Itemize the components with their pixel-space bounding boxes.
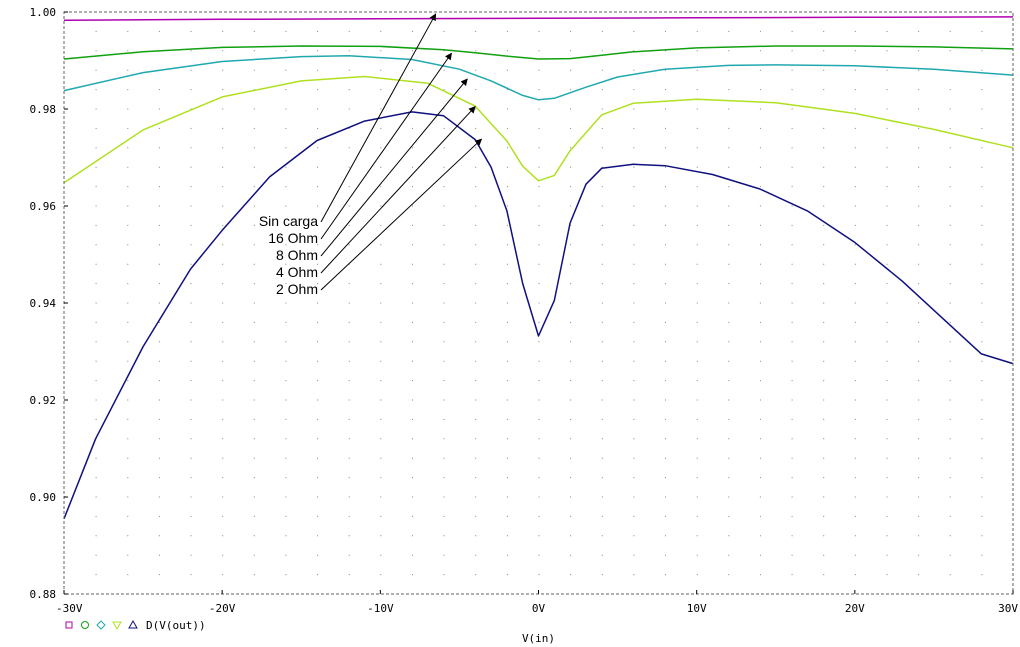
legend-marker-16-ohm xyxy=(81,621,89,629)
diamond-icon xyxy=(96,620,106,630)
annotation-arrow xyxy=(320,106,476,274)
series-group xyxy=(63,16,1014,520)
y-tick-label: 0.96 xyxy=(30,200,57,213)
annotation-arrow xyxy=(320,13,437,223)
tick-labels: -30V -20V -10V 0V 10V 20V 30V 0.88 0.90 0.92 0.94 0… xyxy=(30,6,1019,615)
annotation-arrow xyxy=(320,52,452,240)
x-tick-label: 0V xyxy=(532,602,546,615)
triangle-up-icon xyxy=(128,619,138,629)
grid xyxy=(95,30,983,576)
y-tick-label: 0.98 xyxy=(30,103,57,116)
triangle-down-icon xyxy=(112,621,122,631)
x-tick-label: -20V xyxy=(209,602,236,615)
annotation-label-sin-carga: Sin carga xyxy=(259,213,318,229)
series-line-2-ohm xyxy=(63,111,1014,520)
annotation-arrow xyxy=(320,138,483,291)
y-tick-label: 0.94 xyxy=(30,297,57,310)
legend-marker-4-ohm xyxy=(112,621,122,631)
legend-text: D(V(out)) xyxy=(146,619,206,632)
legend-marker-2-ohm xyxy=(128,619,138,629)
y-tick-label: 1.00 xyxy=(30,6,57,19)
x-tick-label: 10V xyxy=(687,602,707,615)
x-tick-label: 20V xyxy=(845,602,865,615)
series-line-4-ohm xyxy=(63,75,1014,184)
x-tick-label: -30V xyxy=(56,602,83,615)
annotation-label-16-ohm: 16 Ohm xyxy=(268,230,318,246)
annotation-label-4-ohm: 4 Ohm xyxy=(276,264,318,280)
y-tick-label: 0.92 xyxy=(30,394,57,407)
x-tick-label: -10V xyxy=(367,602,394,615)
x-axis-label: V(in) xyxy=(522,632,555,645)
y-tick-label: 0.90 xyxy=(30,491,57,504)
x-tick-label: 30V xyxy=(998,602,1018,615)
series-line-8-ohm xyxy=(63,54,1014,101)
annotation-arrow xyxy=(320,78,468,257)
series-line-16-ohm xyxy=(63,45,1014,60)
legend: D(V(out)) xyxy=(65,619,206,632)
square-icon xyxy=(65,621,73,629)
legend-marker-sin-carga xyxy=(65,621,73,629)
grid-dots xyxy=(95,30,983,576)
annotation-label-8-ohm: 8 Ohm xyxy=(276,247,318,263)
legend-marker-8-ohm xyxy=(96,620,106,630)
y-tick-label: 0.88 xyxy=(30,588,57,601)
series-line-sin-carga xyxy=(63,16,1014,21)
circle-icon xyxy=(81,621,89,629)
annotation-label-2-ohm: 2 Ohm xyxy=(276,281,318,297)
